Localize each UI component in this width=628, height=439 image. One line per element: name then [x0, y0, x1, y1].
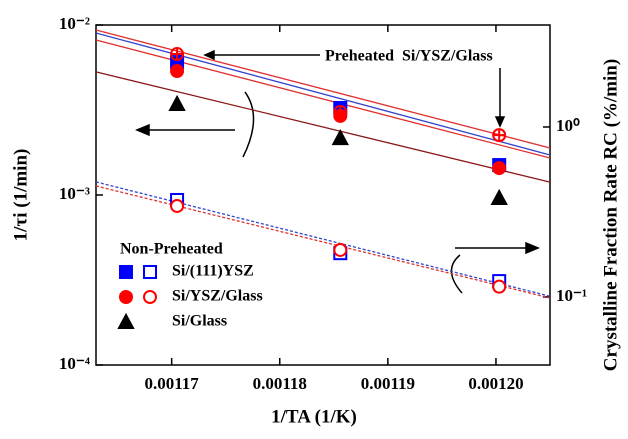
- y-tick-label: 10⁻²: [59, 14, 90, 33]
- y2-tick-label: 10⁻¹: [556, 286, 587, 305]
- point: [492, 279, 507, 294]
- legend-marker: [119, 290, 133, 304]
- fit-line: [95, 181, 551, 297]
- point: [492, 128, 507, 143]
- x-tick-label: 0.00118: [253, 374, 307, 393]
- point: [333, 104, 348, 119]
- point: [168, 94, 186, 111]
- point: [490, 188, 508, 206]
- legend-label: Si/Glass: [172, 313, 227, 330]
- x-axis-label: 1/TA (1/K): [271, 406, 357, 427]
- y-axis-label: 1/τi (1/min): [10, 149, 31, 242]
- y2-axis-label: Crystalline Fraction Rate RC (%/min): [600, 59, 621, 371]
- x-tick-label: 0.00117: [145, 374, 200, 393]
- legend-marker: [119, 265, 133, 279]
- y-tick-label: 10⁻⁴: [59, 354, 90, 373]
- legend-marker: [143, 290, 157, 304]
- point: [170, 47, 185, 62]
- point: [170, 198, 185, 213]
- legend-label: Si/(111)YSZ: [172, 263, 254, 280]
- point: [333, 242, 348, 257]
- legend-marker: [117, 312, 135, 329]
- y-tick-label: 10⁻³: [59, 184, 90, 203]
- fit-line: [95, 71, 551, 183]
- point: [170, 64, 185, 79]
- annotation: Preheated Si/YSZ/Glass: [325, 48, 493, 65]
- y2-tick-label: 10⁰: [556, 116, 580, 135]
- point: [492, 161, 507, 176]
- legend-marker: [143, 265, 157, 279]
- point: [331, 129, 349, 146]
- plot-frame: [95, 24, 551, 366]
- x-tick-label: 0.00120: [468, 374, 523, 393]
- legend-label: Si/YSZ/Glass: [172, 288, 263, 305]
- annotation-arrows: [135, 49, 540, 294]
- legend-title: Non-Preheated: [120, 241, 223, 258]
- x-tick-label: 0.00119: [361, 374, 415, 393]
